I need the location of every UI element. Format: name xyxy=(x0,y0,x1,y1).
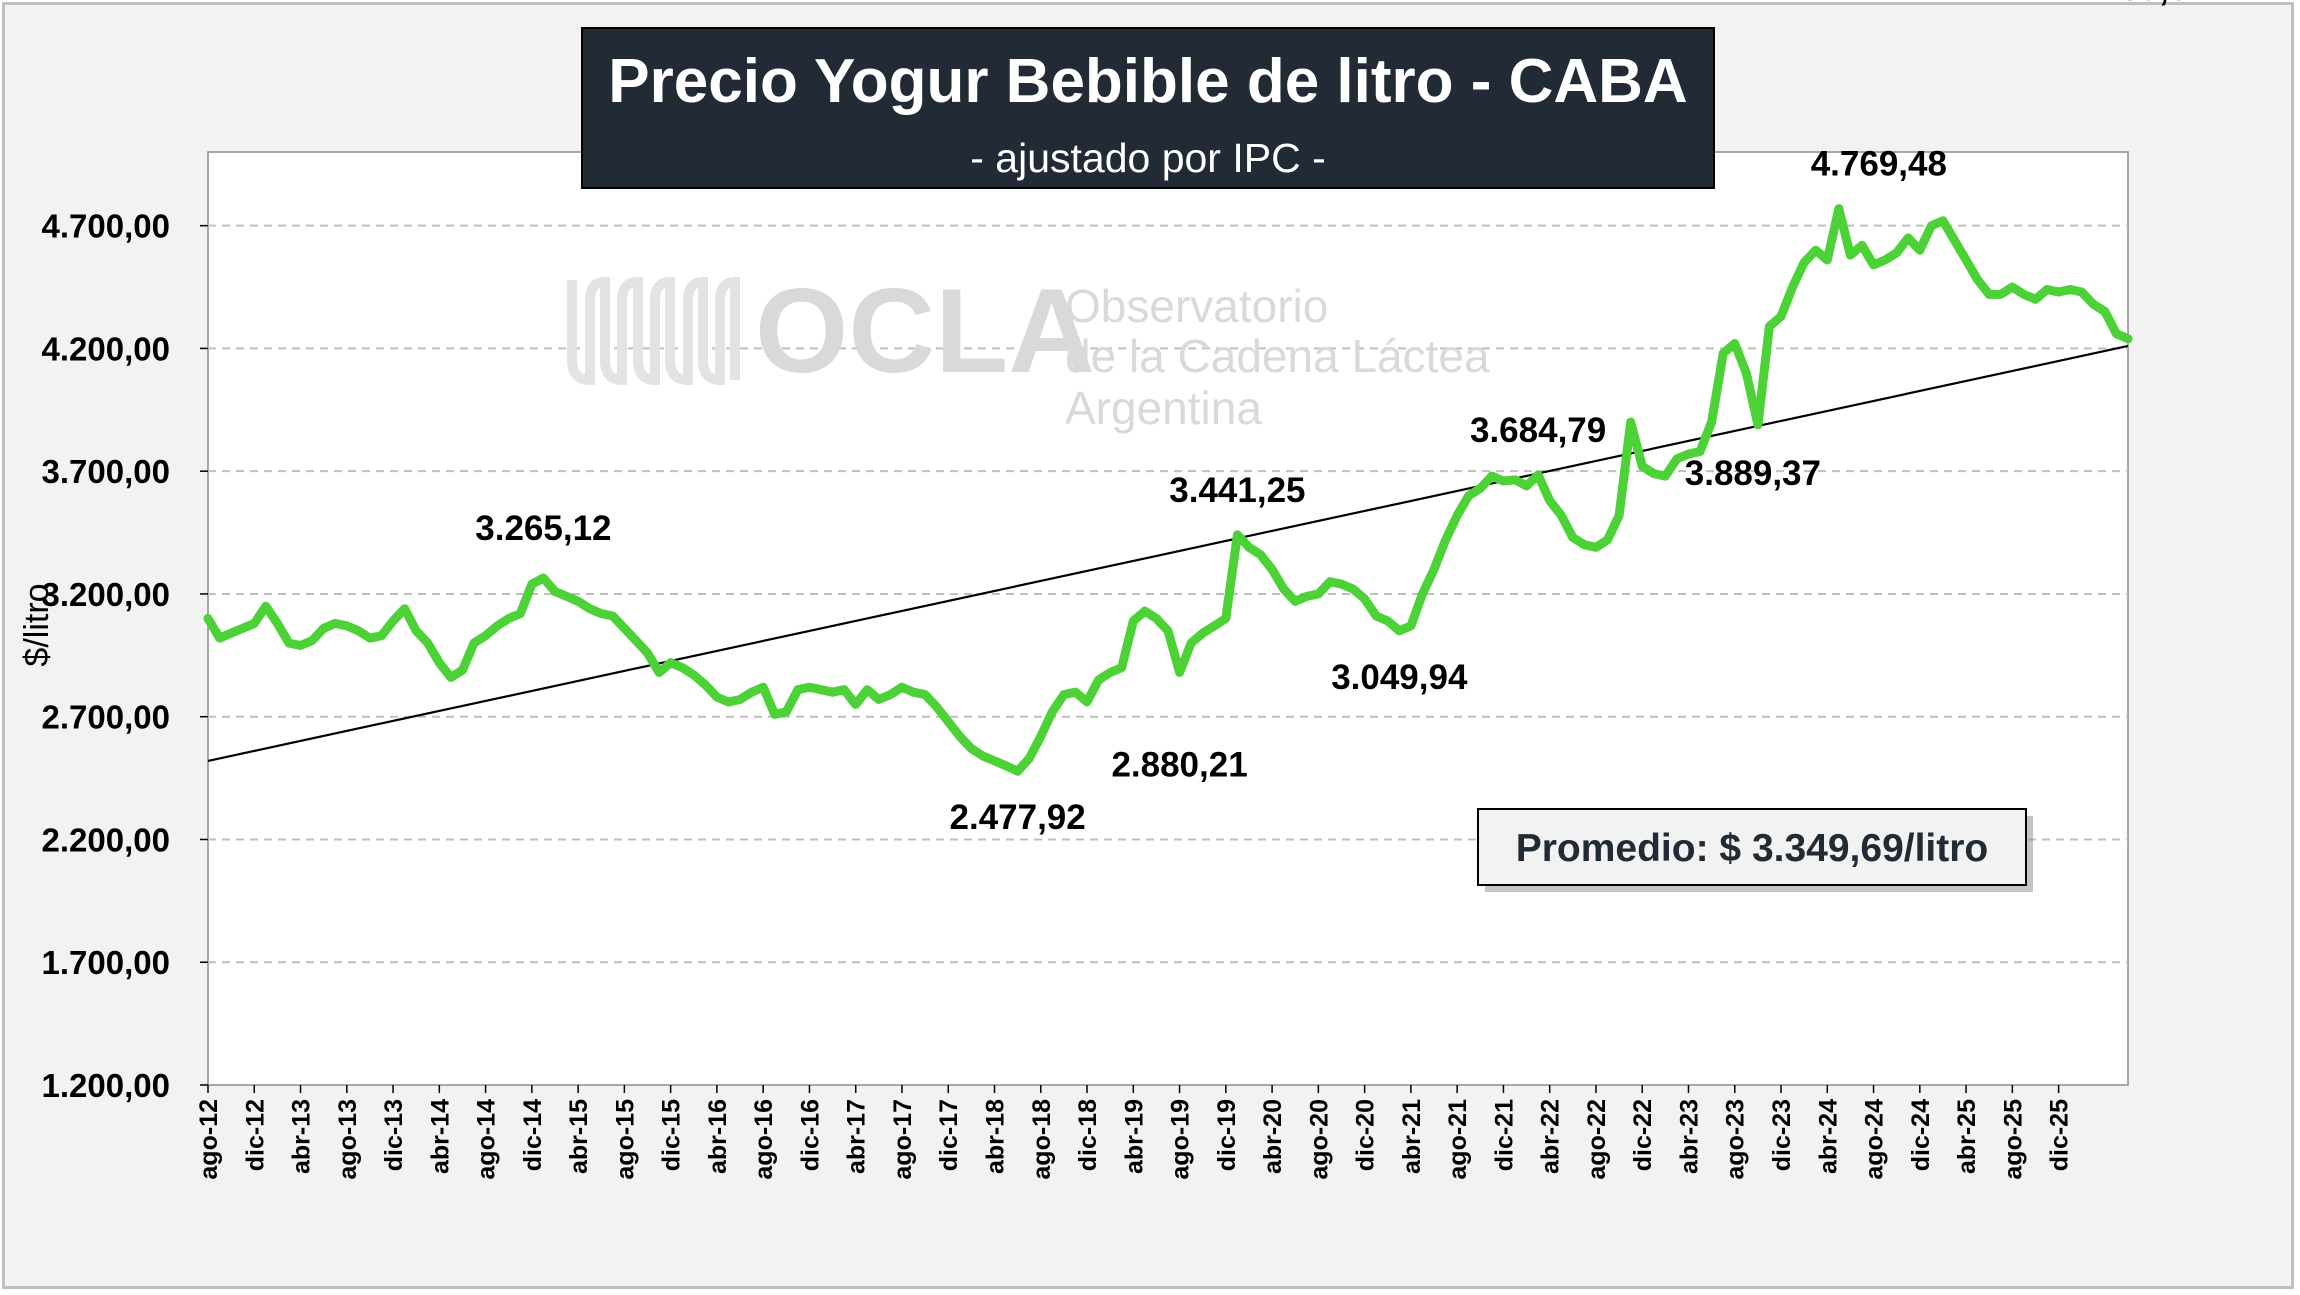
chart-subtitle: - ajustado por IPC - xyxy=(970,135,1326,181)
y-tick-label: 1.700,00 xyxy=(42,944,170,981)
x-tick-label: ago-22 xyxy=(1583,1099,1611,1180)
x-tick-label: dic-12 xyxy=(241,1099,269,1171)
trend-line xyxy=(207,344,2129,762)
average-box: Promedio: $ 3.349,69/litro xyxy=(1477,808,2033,892)
x-tick-label: ago-16 xyxy=(750,1099,778,1180)
title-box: Precio Yogur Bebible de litro - CABA - a… xyxy=(581,27,1715,189)
x-tick-label: dic-15 xyxy=(658,1099,686,1171)
x-tick-label: abr-23 xyxy=(1675,1099,1703,1174)
x-tick-label: abr-14 xyxy=(426,1099,454,1174)
x-tick-label: ago-15 xyxy=(611,1099,639,1180)
x-tick-label: ago-12 xyxy=(195,1099,223,1180)
x-axis-ticks: ago-12 dic-12 abr-13 ago-13 dic-13 abr-14 ago-… xyxy=(195,1085,2074,1180)
y-tick-label: 4.700,00 xyxy=(42,208,170,245)
x-tick-label: abr-15 xyxy=(565,1099,593,1174)
x-tick-label: abr-19 xyxy=(1120,1099,1148,1174)
ocla-watermark: OCLA Observatorio de la Cadena Láctea Ar… xyxy=(567,264,1490,434)
x-tick-label: ago-24 xyxy=(1861,1099,1889,1180)
x-tick-label: abr-24 xyxy=(1814,1099,1842,1174)
annotation-label: 3.441,25 xyxy=(1169,471,1305,510)
x-tick-label: ago-25 xyxy=(1999,1099,2027,1180)
x-tick-label: ago-19 xyxy=(1167,1099,1195,1180)
x-tick-label: abr-21 xyxy=(1398,1099,1426,1174)
x-tick-label: ago-23 xyxy=(1722,1099,1750,1180)
x-tick-label: ago-20 xyxy=(1305,1099,1333,1180)
x-tick-label: dic-13 xyxy=(380,1099,408,1171)
x-tick-label: ago-17 xyxy=(889,1099,917,1180)
chart-title: Precio Yogur Bebible de litro - CABA xyxy=(608,47,1687,116)
x-tick-label: dic-25 xyxy=(2046,1099,2074,1171)
x-tick-label: abr-13 xyxy=(288,1099,316,1174)
x-tick-label: dic-14 xyxy=(519,1099,547,1171)
annotation-label: 3.265,12 xyxy=(475,509,611,548)
y-tick-label: 2.700,00 xyxy=(42,699,170,736)
watermark-line-2: de la Cadena Láctea xyxy=(1065,330,1490,382)
y-axis-label: $/litro xyxy=(18,583,56,666)
x-tick-label: dic-16 xyxy=(796,1099,824,1171)
price-series-line xyxy=(203,204,2133,776)
annotation-label: 4.769,48 xyxy=(1811,145,1947,184)
x-tick-label: dic-23 xyxy=(1768,1099,1796,1171)
x-tick-label: ago-18 xyxy=(1028,1099,1056,1180)
x-tick-label: dic-21 xyxy=(1490,1099,1518,1171)
watermark-logo-text: OCLA xyxy=(755,264,1095,398)
y-tick-label: 1.200,00 xyxy=(42,1067,170,1104)
x-tick-label: ago-13 xyxy=(334,1099,362,1180)
y-tick-label: 3.200,00 xyxy=(42,576,170,613)
x-tick-label: abr-17 xyxy=(843,1099,871,1174)
x-tick-label: dic-18 xyxy=(1074,1099,1102,1171)
y-tick-label: 2.200,00 xyxy=(42,821,170,858)
ocla-waves-logo xyxy=(567,276,740,386)
x-tick-label: abr-25 xyxy=(1953,1099,1981,1174)
x-tick-label: dic-24 xyxy=(1907,1099,1935,1171)
x-tick-label: dic-17 xyxy=(935,1099,963,1171)
annotation-label: 2.477,92 xyxy=(950,798,1086,837)
watermark-line-1: Observatorio xyxy=(1065,280,1328,332)
data-annotations: 3.265,12 2.477,92 2.880,21 3.441,25 3.049,94… xyxy=(475,0,2207,837)
annotation-label: 3.889,37 xyxy=(1685,454,1821,493)
annotation-label: 3.684,79 xyxy=(1470,411,1606,450)
annotation-label: 3.049,94 xyxy=(1331,658,1468,697)
x-tick-label: ago-14 xyxy=(473,1099,501,1180)
x-tick-label: abr-22 xyxy=(1537,1099,1565,1174)
plot-area xyxy=(207,151,2129,1086)
x-tick-label: abr-18 xyxy=(982,1099,1010,1174)
annotation-label: 2.880,21 xyxy=(1111,746,1247,785)
y-axis-ticks: 1.200,00 1.700,00 2.200,00 2.700,00 3.200,00… xyxy=(42,208,208,1104)
annotation-label: 4.239,07 xyxy=(2071,0,2207,8)
watermark-line-3: Argentina xyxy=(1065,382,1262,434)
x-tick-label: abr-20 xyxy=(1259,1099,1287,1174)
x-tick-label: dic-22 xyxy=(1629,1099,1657,1171)
average-text: Promedio: $ 3.349,69/litro xyxy=(1516,827,1989,870)
x-tick-label: ago-21 xyxy=(1444,1099,1472,1180)
y-tick-label: 4.200,00 xyxy=(42,330,170,367)
x-tick-label: abr-16 xyxy=(704,1099,732,1174)
x-tick-label: dic-20 xyxy=(1352,1099,1380,1171)
x-tick-label: dic-19 xyxy=(1213,1099,1241,1171)
y-tick-label: 3.700,00 xyxy=(42,453,170,490)
